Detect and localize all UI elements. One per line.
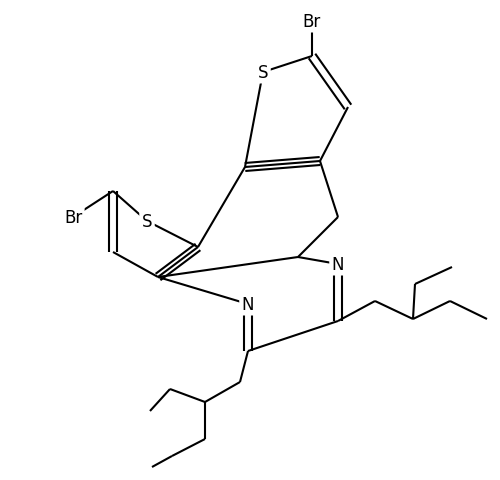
Text: N: N [332,255,344,274]
Text: S: S [258,64,268,82]
Text: S: S [142,213,152,230]
Text: Br: Br [303,13,321,31]
Text: N: N [242,295,254,313]
Text: Br: Br [64,209,82,227]
